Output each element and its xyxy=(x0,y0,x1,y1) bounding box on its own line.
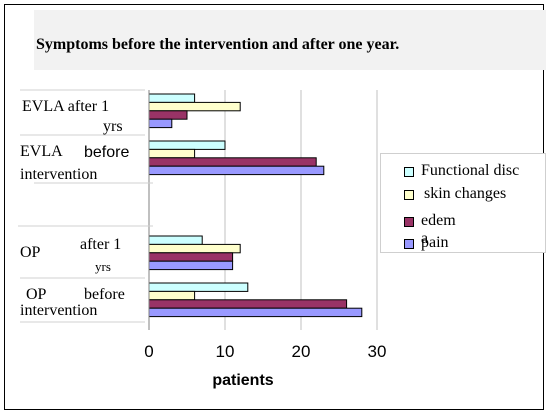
legend-label-fragment: a xyxy=(421,230,429,247)
x-tick-label: 0 xyxy=(144,342,153,361)
category-label-evla-before-word: before xyxy=(84,144,129,161)
category-label-line: yrs xyxy=(95,259,111,274)
bar-functional-disc xyxy=(148,140,226,150)
category-label-line: before xyxy=(84,144,130,161)
category-label-line: before xyxy=(84,286,125,303)
category-label-evla-after-line2: yrs xyxy=(103,118,123,135)
bar-skin-changes xyxy=(148,148,196,159)
gridlines xyxy=(224,90,378,330)
bar-edem xyxy=(148,110,188,120)
legend-swatch xyxy=(404,190,414,200)
title-background xyxy=(34,10,546,70)
bar-edem xyxy=(148,157,317,167)
category-label-evla-before: EVLA xyxy=(20,143,63,160)
legend-label: skin changes xyxy=(424,185,507,202)
legend-label: pain xyxy=(421,234,449,251)
category-label-op-after-word: after 1 xyxy=(80,236,121,253)
category-label-line: yrs xyxy=(103,118,123,135)
bar-skin-changes xyxy=(148,290,196,301)
bar-pain xyxy=(148,307,363,318)
bars xyxy=(148,93,363,318)
legend-swatch xyxy=(404,217,414,227)
legend-swatch xyxy=(404,239,414,249)
x-tick-label: 20 xyxy=(292,342,311,361)
bar-pain xyxy=(148,165,325,176)
legend-label: edem xyxy=(421,212,456,229)
category-label-evla-before-line2: intervention xyxy=(20,166,97,183)
bar-skin-changes xyxy=(148,101,241,112)
category-label-op-before-word: before xyxy=(84,286,125,303)
category-label-line: intervention xyxy=(20,166,98,183)
bar-edem xyxy=(148,252,234,262)
category-label-line: after 1 xyxy=(80,236,122,253)
bar-edem xyxy=(148,299,348,309)
legend-label: Functional disc xyxy=(421,162,520,179)
bar-pain xyxy=(148,118,173,129)
bar-pain xyxy=(148,260,234,271)
category-label-line: OP xyxy=(20,244,41,261)
category-label-op-after: OP xyxy=(20,244,40,261)
axes xyxy=(18,89,153,330)
bar-functional-disc xyxy=(148,282,249,292)
x-axis-label: patients xyxy=(212,372,273,389)
category-label-op-after-line2: yrs xyxy=(95,258,111,275)
category-label-line: EVLA xyxy=(20,143,63,160)
bar-functional-disc xyxy=(148,235,203,245)
category-label-line: EVLA after 1 xyxy=(22,98,110,115)
x-tick-label: 30 xyxy=(368,342,387,361)
legend-swatch xyxy=(404,167,414,177)
bar-skin-changes xyxy=(148,243,241,254)
legend: Functional disc skin changes edem a pain xyxy=(380,153,546,253)
category-label-op-before-line2: intervention xyxy=(20,302,97,319)
category-label-op-before: OP xyxy=(26,286,46,303)
category-label-line: OP xyxy=(26,286,47,303)
x-tick-labels: 0 10 20 30 xyxy=(144,342,386,361)
chart-title: Symptoms before the intervention and aft… xyxy=(36,36,400,53)
category-label-evla-after: EVLA after 1 xyxy=(22,98,109,115)
x-tick-label: 10 xyxy=(216,342,235,361)
bar-functional-disc xyxy=(148,93,196,103)
category-label-line: intervention xyxy=(20,302,98,319)
